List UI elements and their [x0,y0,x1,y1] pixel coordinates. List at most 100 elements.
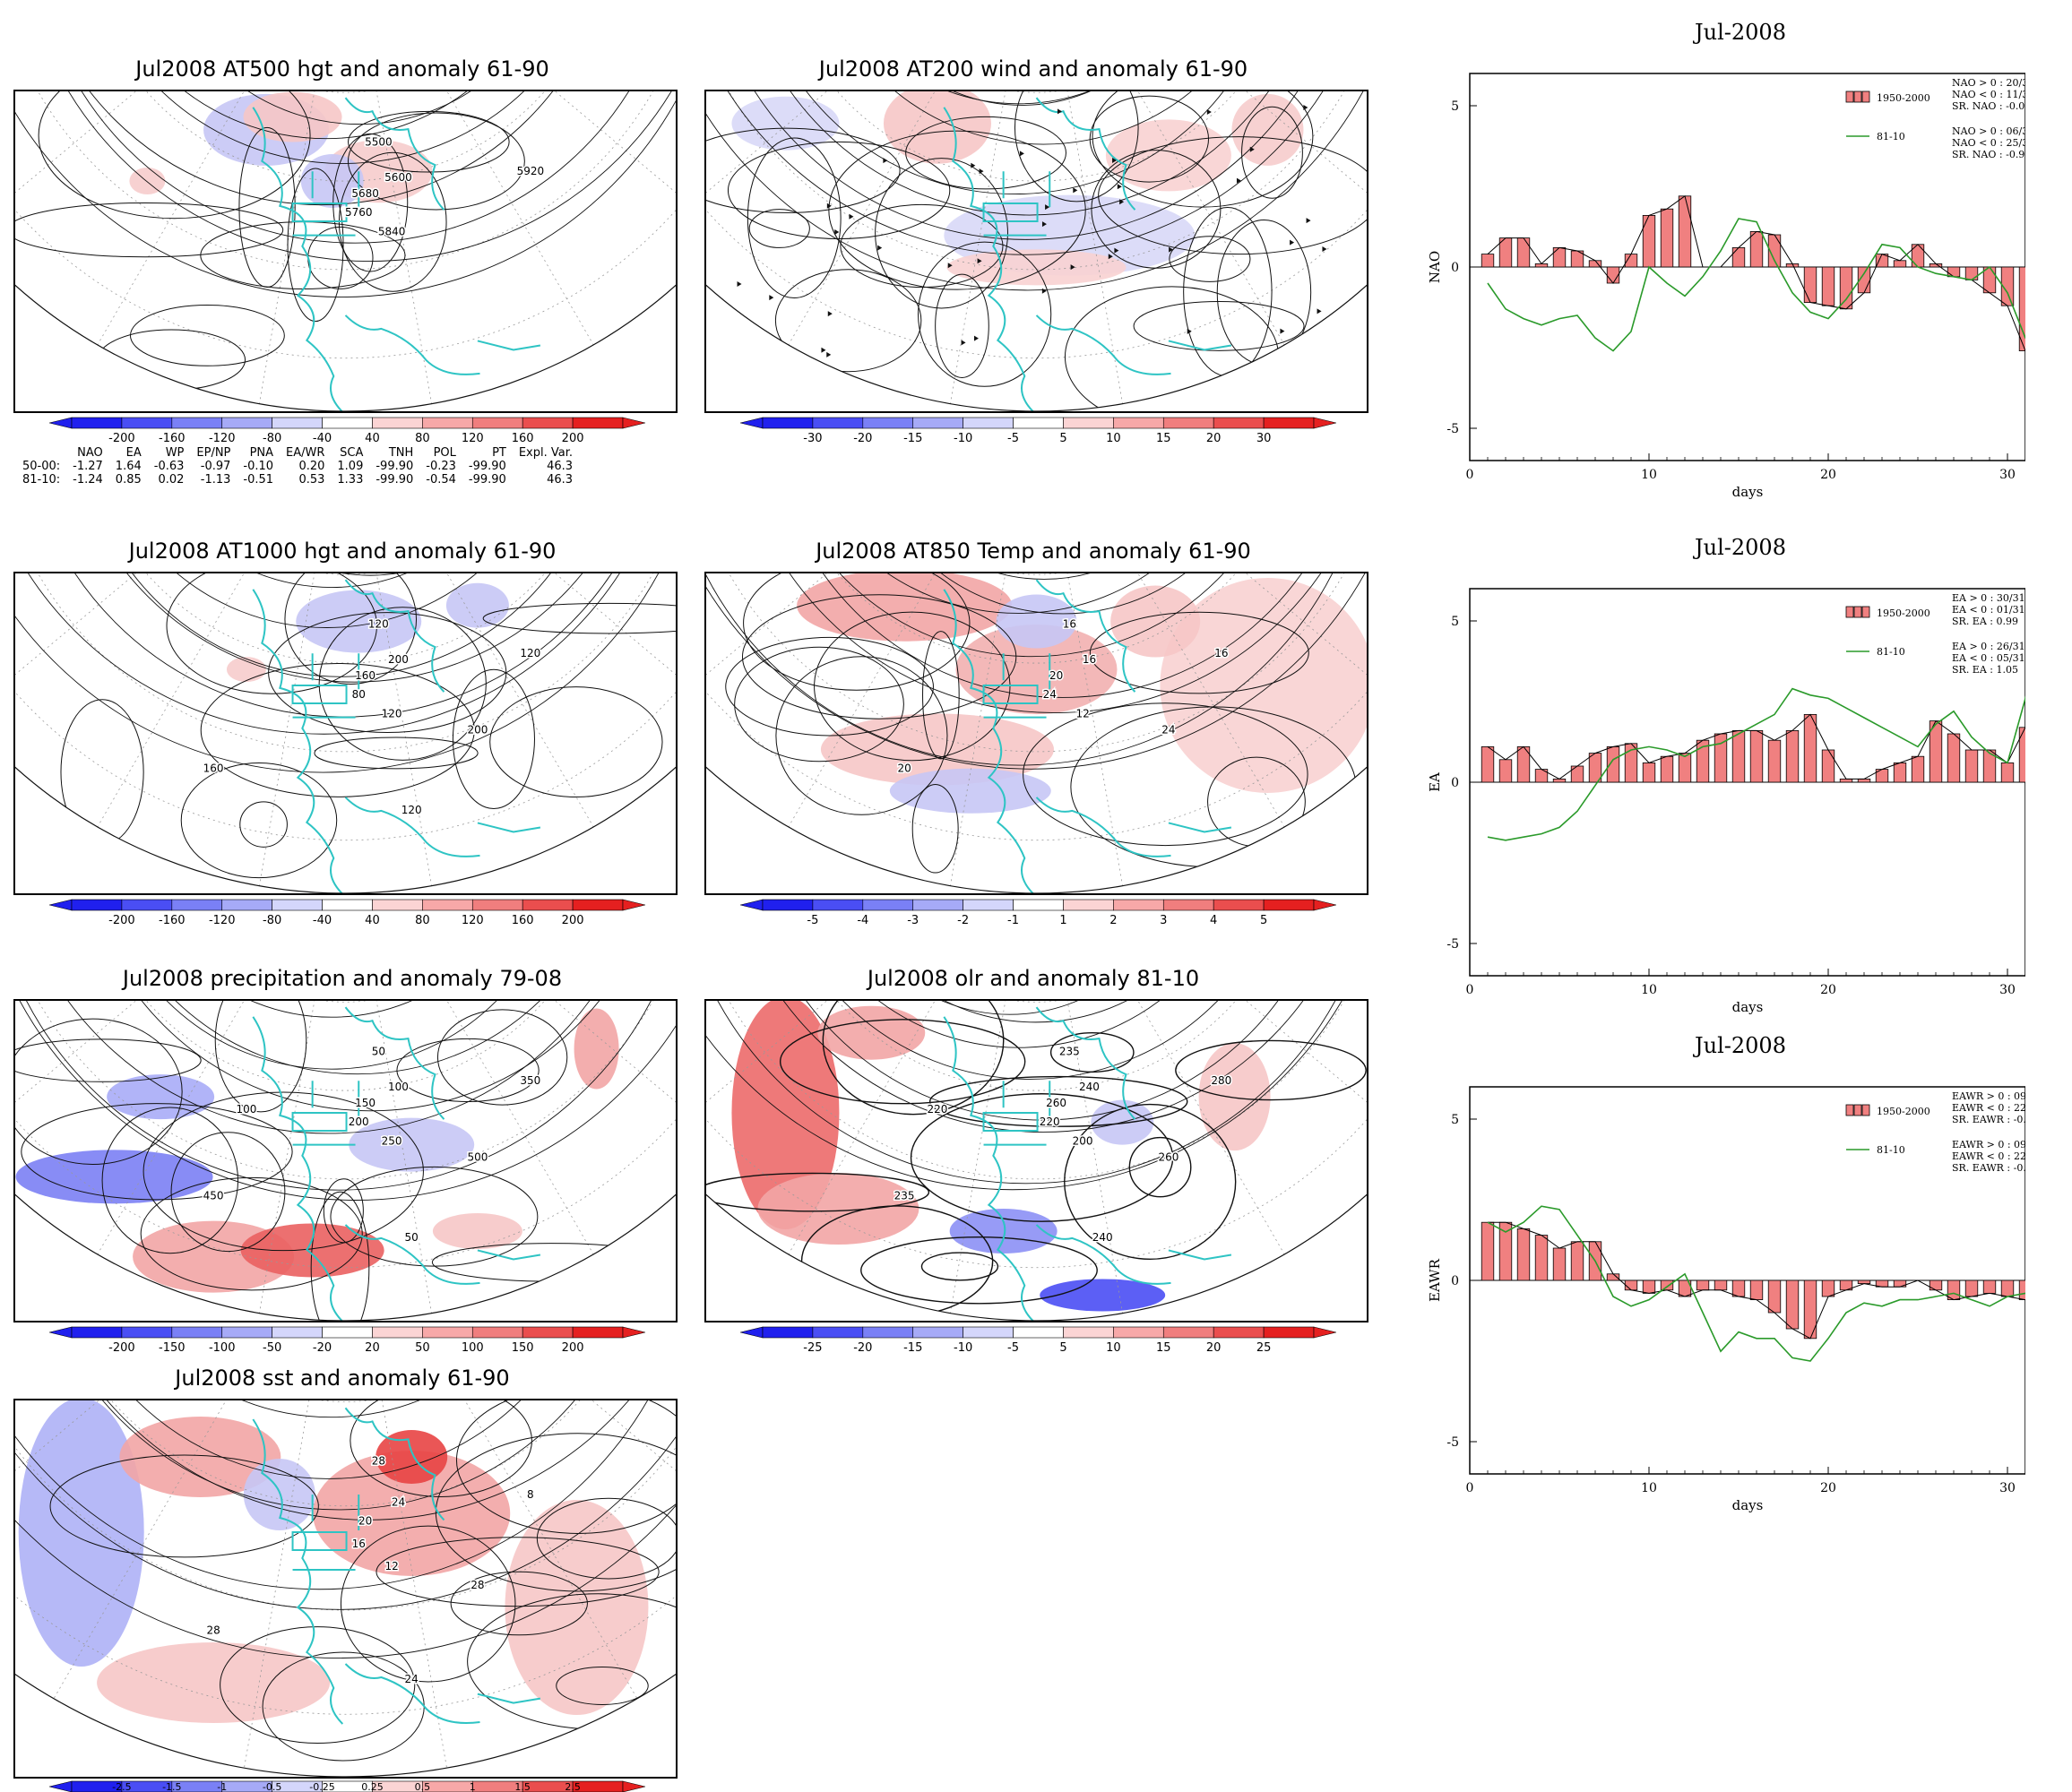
map-canvas: 16 16 20 24 12 16 20 24 [706,573,1367,893]
map-panel-olr: 235 240 260 220 200 280 235 260 240 220 [704,999,1368,1322]
colorbar-segment [1162,1326,1214,1339]
index-header: Expl. Var. [518,446,574,460]
legend-label-81-10: 81-10 [1877,1144,1905,1156]
contour-line [840,203,1004,289]
legend-swatch-bar [1845,90,1854,103]
map-panel-sst: 28 24 20 16 12 8 28 28 24 [13,1399,678,1779]
bar-1950-2000 [1481,254,1495,268]
colorbar-tick-label: 20 [1206,1341,1222,1355]
index-row-label: 50-00: [22,460,61,473]
contour-line [140,1176,363,1291]
contour-label: 50 [405,1231,419,1244]
meridian-line [1036,1001,1285,1255]
y-tick-label: 5 [1451,1113,1459,1127]
colorbar-at1000: -200 -160 -120 -80 -40 40 80 120 160 200 [49,899,645,927]
meridian-line [950,91,1037,404]
contour-line [706,1001,1367,1185]
contour-line [928,1075,1188,1127]
bar-1950-2000 [1893,1279,1907,1288]
contour-line [911,783,959,874]
meridian-line [259,91,346,404]
anomaly-shading [1231,93,1304,166]
contour-label: 24 [1043,688,1057,701]
colorbar-tick-label: 30 [1256,432,1272,445]
colorbar-tick-label: 40 [365,914,380,927]
colorbar-segment [71,1326,123,1339]
anomaly-shading [1040,1279,1166,1312]
contour-line [556,1667,649,1705]
bar-1950-2000 [1749,1279,1764,1301]
colorbar-tick-label: 2 [1109,914,1117,927]
colorbar-arrow-low [740,417,764,429]
index-value: 1.64 [115,460,142,473]
colorbar-tick-label: -1 [217,1781,227,1792]
contour-label: 220 [1040,1116,1060,1128]
y-tick-label: 0 [1451,1274,1459,1288]
colorbar-tick-label: 80 [415,432,430,445]
contour-line [170,1132,286,1253]
bar-1950-2000 [1660,208,1674,268]
anomaly-shading [1110,585,1201,658]
contour-label: 100 [236,1103,256,1116]
wind-arrow [769,295,774,301]
contour-line [809,91,1277,145]
latitude-circle [136,1400,555,1402]
colorbar-segment [1013,417,1064,429]
wind-arrow [883,158,888,164]
wind-arrow [1073,187,1078,194]
wind-arrow [821,347,826,353]
contour-line [239,801,288,848]
anomaly-shading [240,1223,384,1278]
wind-arrow [834,229,840,236]
bar-1950-2000 [1803,266,1817,303]
contour-line [238,126,296,289]
bar-1950-2000 [1731,246,1746,268]
contour-line [15,91,676,298]
contour-label: 24 [392,1496,405,1509]
map-canvas: 50 100 150 200 250 350 450 500 50 100 [15,1001,676,1321]
colorbar-tick-label: -200 [108,1341,135,1355]
contour-line [859,573,1267,615]
contour-label: 5600 [384,171,412,184]
bar-1950-2000 [1964,1279,1979,1297]
legend-label-81-10: 81-10 [1877,131,1905,142]
contour-line [60,699,144,846]
contour-line [97,329,246,391]
bar-1950-2000 [1660,755,1674,783]
wind-arrow [1108,254,1113,260]
wind-arrow [1249,146,1255,152]
contour-line [22,1400,676,1521]
bar-1950-2000 [1606,266,1620,284]
index-value: -0.54 [426,473,456,487]
map-title-at200: Jul2008 AT200 wind and anomaly 61-90 [818,56,1248,82]
contour-label: 120 [368,618,389,631]
meridian-line [1036,573,1123,886]
bar-1950-2000 [1803,1279,1817,1340]
contour-label: 20 [897,762,911,774]
y-axis-label: EA [1427,772,1443,792]
contour-line [77,1001,664,1112]
wind-arrow [1041,288,1047,294]
contour-line [875,158,1008,309]
colorbar-arrow-low [49,417,73,429]
bar-1950-2000 [1857,778,1871,783]
colorbar-tick-label: -160 [159,432,186,445]
colorbar-at500: -200 -160 -120 -80 -40 40 80 120 160 200 [49,417,645,445]
index-value: 0.85 [115,473,142,487]
colorbar-segment [272,417,323,429]
colorbar-at850: -5 -4 -3 -2 -1 1 2 3 4 5 [740,899,1336,927]
bar-1950-2000 [1857,1279,1871,1284]
index-header: WP [165,446,185,460]
stat-1950-2000: NAO < 0 : 11/31 [1952,89,2025,100]
x-tick-label: 10 [1641,983,1657,997]
wind-arrow [1041,221,1047,228]
colorbar-tick-label: 1.5 [514,1781,531,1792]
bar-1950-2000 [1964,266,1979,280]
contour-line [706,573,1367,766]
wind-arrow [1322,246,1327,252]
colorbar-tick-label: -200 [108,914,135,927]
colorbar-arrow-high [1313,1326,1336,1339]
colorbar-arrow-high [622,899,645,911]
contour-line [748,1001,1335,1121]
colorbar-tick-label: -10 [954,1341,972,1355]
